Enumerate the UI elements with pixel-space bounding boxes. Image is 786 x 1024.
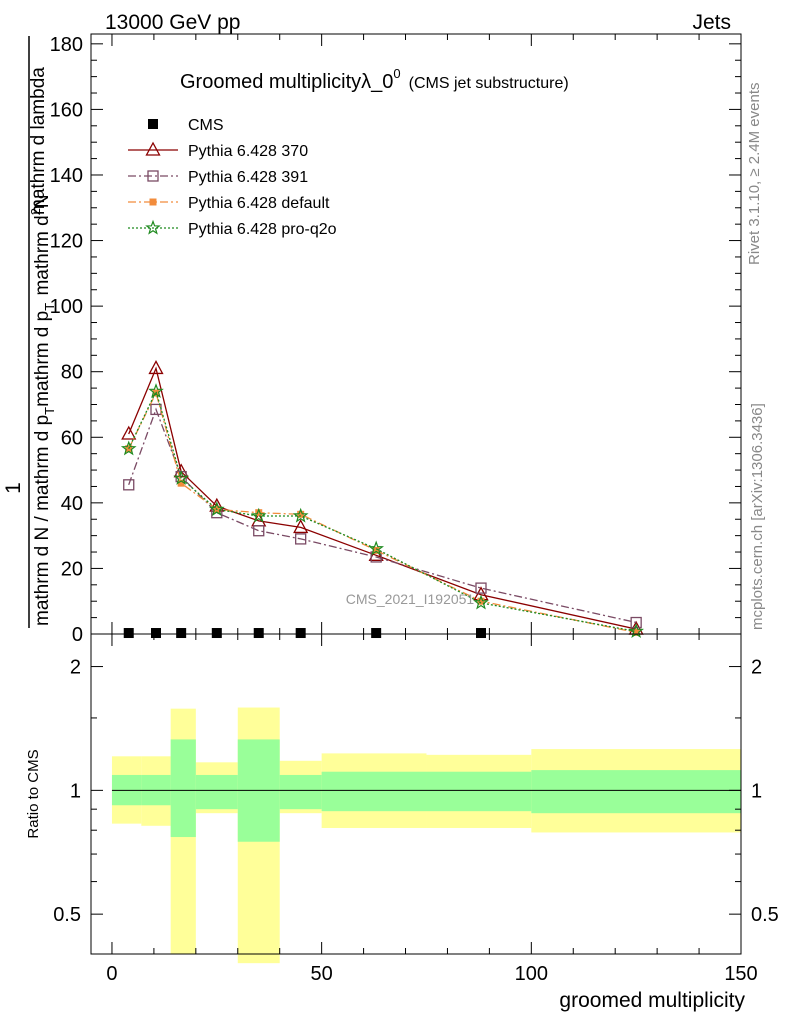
data-point <box>297 510 305 518</box>
ratio-y-tick-label-right: 1 <box>751 780 762 802</box>
ratio-band-inner <box>426 771 532 812</box>
ratio-band-inner <box>170 739 196 838</box>
data-point <box>177 479 185 487</box>
data-point <box>371 628 382 639</box>
data-point <box>208 501 225 517</box>
legend-marker <box>149 198 157 206</box>
legend-entry: Pythia 6.428 391 <box>128 169 308 186</box>
y-tick-label: 140 <box>50 165 83 187</box>
legend-marker <box>148 119 158 129</box>
ylabel-num-den: mathrm d lambda <box>28 67 49 215</box>
chart-title: Groomed multiplicityλ_00 (CMS jet substru… <box>180 66 569 93</box>
ratio-y-tick-label-right: 0.5 <box>751 904 779 926</box>
ratio-band-inner <box>195 774 238 810</box>
legend-marker <box>145 219 161 235</box>
y-tick-label: 120 <box>50 231 83 253</box>
legend-label: Pythia 6.428 default <box>188 195 330 212</box>
data-point <box>473 594 489 610</box>
data-point <box>253 525 265 537</box>
data-point <box>255 509 263 517</box>
data-point <box>150 403 162 416</box>
ratio-y-tick-label: 2 <box>70 657 81 679</box>
ratio-band-inner <box>321 771 427 812</box>
y-tick-label: 20 <box>61 558 83 580</box>
series-line <box>128 366 637 630</box>
data-point <box>148 383 164 399</box>
header-right: Jets <box>692 11 731 34</box>
legend-label: Pythia 6.428 370 <box>188 143 308 160</box>
data-point <box>477 597 485 605</box>
data-point <box>176 628 187 639</box>
y-tick-label: 80 <box>61 362 83 384</box>
legend-entry: CMS <box>148 117 224 134</box>
y-tick-label: 40 <box>61 493 83 515</box>
legend-label: CMS <box>188 117 224 134</box>
ratio-ylabel: Ratio to CMS <box>25 749 42 838</box>
series-4 <box>120 383 644 639</box>
data-point <box>293 519 309 534</box>
side-label-rivet: Rivet 3.1.10, ≥ 2.4M events <box>746 83 763 266</box>
data-point <box>173 470 189 485</box>
x-tick-label: 150 <box>724 963 757 985</box>
data-point <box>123 628 134 639</box>
ratio-y-tick-label: 1 <box>70 780 81 802</box>
y-axis-title: 1 mathrm d N / mathrm d pTmathrm d pT ma… <box>2 36 57 628</box>
ratio-y-tick-label-right: 2 <box>751 657 762 679</box>
data-point <box>475 582 487 594</box>
watermark: CMS_2021_I192051 <box>346 591 475 607</box>
x-tick-label: 50 <box>311 963 333 985</box>
legend-marker <box>145 141 161 156</box>
data-point <box>121 425 137 440</box>
y-tick-label: 0 <box>72 624 83 646</box>
header-left: 13000 GeV pp <box>105 11 240 34</box>
legend-entry: Pythia 6.428 pro-q2o <box>128 219 337 238</box>
title-sub: (CMS jet substructure) <box>409 75 569 92</box>
main-panel: 0 20 40 60 80 100 120 140 160 180 CMS_2021_I19205… <box>50 33 742 646</box>
data-point <box>295 628 306 639</box>
y-tick-label: 160 <box>50 99 83 121</box>
data-point <box>372 546 380 554</box>
ratio-panel: 0.5 0.5 1 1 2 2 0 50 100 150 Ratio to CMS groome… <box>25 633 779 1012</box>
data-point <box>123 479 135 491</box>
ratio-band-inner <box>531 770 741 814</box>
data-point <box>253 628 264 639</box>
data-point <box>292 507 309 523</box>
x-tick-label: 0 <box>106 963 117 985</box>
ratio-band-inner <box>279 774 322 810</box>
y-tick-label: 60 <box>61 427 83 449</box>
x-tick-label: 100 <box>515 963 548 985</box>
ylabel-frac-den: mathrm d N / mathrm d pTmathrm d pT math… <box>28 194 57 626</box>
data-point <box>630 616 642 629</box>
data-point <box>368 540 384 556</box>
legend-entry: Pythia 6.428 370 <box>128 141 308 160</box>
data-point <box>211 628 222 639</box>
data-point <box>295 533 307 545</box>
ylabel-frac-num: 1 <box>2 482 25 494</box>
data-point <box>250 507 267 523</box>
ratio-frame <box>90 633 742 955</box>
y-tick-label: 180 <box>50 34 83 56</box>
legend-label: Pythia 6.428 391 <box>188 169 308 186</box>
data-point <box>148 360 164 375</box>
x-axis-title: groomed multiplicity <box>559 989 745 1012</box>
series-line <box>128 389 637 633</box>
title-superscript: 0 <box>393 66 400 81</box>
data-point <box>151 628 161 639</box>
svg-text:Groomed multiplicityλ_00(CMS j: Groomed multiplicityλ_00 (CMS jet substru… <box>180 66 569 93</box>
data-point <box>632 628 640 636</box>
legend-marker <box>147 170 159 182</box>
ratio-y-tick-label: 0.5 <box>53 904 81 926</box>
data-point <box>120 440 137 456</box>
y-tick-label: 100 <box>50 296 83 318</box>
data-point <box>476 628 486 639</box>
legend-entry: Pythia 6.428 default <box>128 195 330 212</box>
legend-label: Pythia 6.428 pro-q2o <box>188 221 337 238</box>
side-label-mcplots: mcplots.cern.ch [arXiv:1306.3436] <box>749 403 766 630</box>
series-0 <box>123 628 486 639</box>
legend: CMS Pythia 6.428 370 Pythia 6.428 391 Pythi… <box>128 117 337 238</box>
title-main: Groomed multiplicityλ_0 <box>180 71 393 93</box>
